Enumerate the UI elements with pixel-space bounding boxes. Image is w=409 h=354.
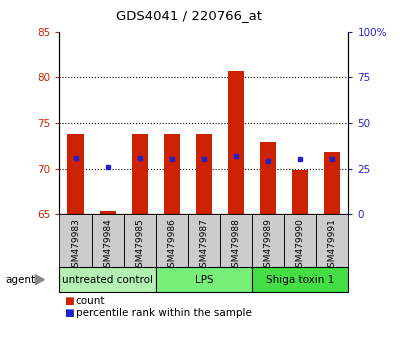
Bar [91, 214, 124, 267]
Bar [220, 214, 252, 267]
Bar [124, 214, 155, 267]
Bar [131, 134, 147, 214]
Text: GSM479984: GSM479984 [103, 218, 112, 273]
Text: percentile rank within the sample: percentile rank within the sample [76, 308, 251, 318]
Text: GSM479990: GSM479990 [295, 218, 304, 273]
Bar [316, 214, 348, 267]
Text: Shiga toxin 1: Shiga toxin 1 [265, 275, 334, 285]
Bar [155, 214, 187, 267]
Text: GSM479985: GSM479985 [135, 218, 144, 273]
Text: GSM479987: GSM479987 [199, 218, 208, 273]
Text: untreated control: untreated control [62, 275, 153, 285]
Bar [227, 71, 243, 214]
Bar [59, 214, 91, 267]
Bar [59, 267, 155, 292]
Bar [67, 134, 83, 214]
Bar [324, 152, 339, 214]
Bar [252, 214, 283, 267]
Bar [260, 142, 276, 214]
Text: GSM479989: GSM479989 [263, 218, 272, 273]
Text: ■: ■ [63, 296, 73, 306]
Bar [196, 134, 211, 214]
Text: GDS4041 / 220766_at: GDS4041 / 220766_at [115, 9, 261, 22]
Text: GSM479986: GSM479986 [167, 218, 176, 273]
Bar [99, 211, 115, 214]
Text: GSM479983: GSM479983 [71, 218, 80, 273]
Polygon shape [35, 275, 44, 285]
Bar [283, 214, 316, 267]
Bar [252, 267, 348, 292]
Text: count: count [76, 296, 105, 306]
Text: agent: agent [5, 275, 35, 285]
Bar [292, 170, 308, 214]
Bar [187, 214, 220, 267]
Text: LPS: LPS [194, 275, 213, 285]
Bar [155, 267, 252, 292]
Text: ■: ■ [63, 308, 73, 318]
Bar [164, 134, 180, 214]
Text: GSM479991: GSM479991 [327, 218, 336, 273]
Text: GSM479988: GSM479988 [231, 218, 240, 273]
